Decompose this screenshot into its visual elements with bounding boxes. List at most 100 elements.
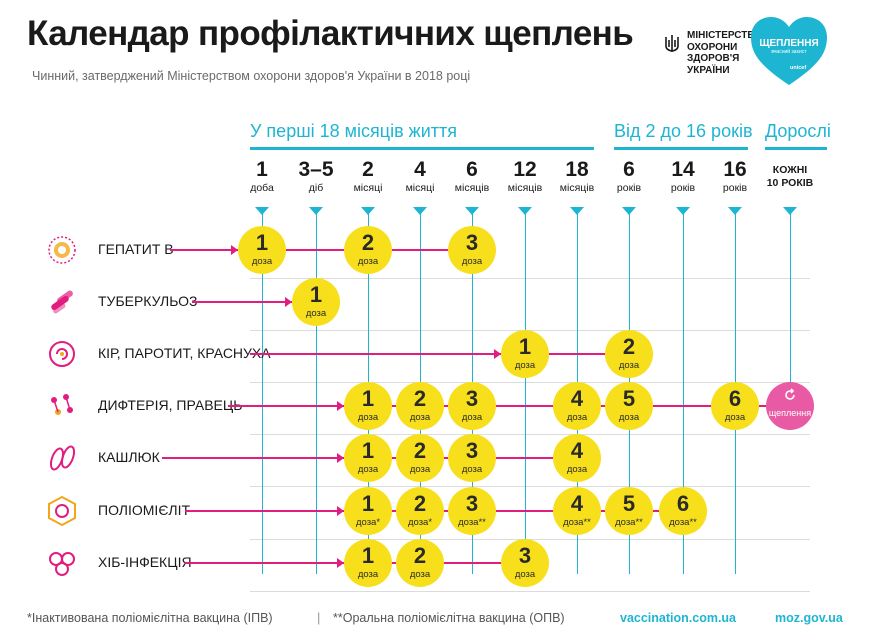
dose-label: доза — [344, 464, 392, 475]
dose-number: 2 — [413, 543, 427, 568]
dose-label: доза** — [448, 517, 496, 528]
dose-number: 1 — [518, 334, 532, 359]
dose-number: 6 — [728, 386, 742, 411]
diphtheria-tetanus-icon — [51, 394, 73, 415]
column-unit: років — [670, 182, 696, 194]
dose-circle: 3 доза — [501, 539, 549, 587]
column-number: 6 — [466, 158, 478, 181]
dose-label: доза — [448, 256, 496, 267]
column-number: 4 — [414, 158, 426, 181]
column-line — [525, 214, 526, 574]
footnote-opv: **Оральна поліомієлітна вакцина (ОПВ) — [333, 611, 565, 625]
column-header: КОЖНІ 10 РОКІВ — [755, 158, 825, 190]
dose-number: 1 — [361, 543, 375, 568]
link-vaccination[interactable]: vaccination.com.ua — [620, 611, 737, 625]
column-unit: доба — [250, 182, 274, 194]
column-unit: діб — [308, 182, 324, 194]
column-header: 14 років — [648, 158, 718, 195]
dose-label: доза — [605, 360, 653, 371]
column-marker-triangle — [309, 207, 323, 215]
column-header: 3–5 діб — [281, 158, 351, 195]
dose-vaccine-mark: ** — [583, 517, 591, 528]
dose-label: доза — [238, 256, 286, 267]
dose-circle: 1 доза — [292, 278, 340, 326]
column-number: 6 — [623, 158, 635, 181]
dose-label: доза — [448, 412, 496, 423]
group-line-adults — [765, 147, 827, 150]
dose-label: доза* — [396, 517, 444, 528]
dose-number: 1 — [255, 230, 269, 255]
dose-number: 1 — [361, 386, 375, 411]
grid-row-line — [250, 486, 810, 487]
dose-label: доза — [396, 412, 444, 423]
grid-row-line — [250, 591, 810, 592]
dose-label: доза — [344, 256, 392, 267]
dose-vaccine-mark: ** — [689, 517, 697, 528]
column-number: 12 — [513, 158, 537, 181]
grid-row-line — [250, 434, 810, 435]
dose-number: 1 — [309, 282, 323, 307]
dose-circle: 2 доза — [344, 226, 392, 274]
column-line — [790, 214, 791, 414]
dose-circle: 2 доза — [396, 382, 444, 430]
dose-word: доза — [615, 517, 636, 528]
dose-word: доза — [409, 412, 431, 423]
column-unit: років — [616, 182, 642, 194]
dose-circle: 1 доза — [501, 330, 549, 378]
column-marker-triangle — [361, 207, 375, 215]
dose-word: доза — [305, 308, 327, 319]
dose-number: 3 — [465, 230, 479, 255]
dose-number: 4 — [570, 491, 584, 516]
column-number: КОЖНІ — [772, 164, 808, 176]
column-number: 16 — [723, 158, 747, 181]
dose-word: доза — [409, 569, 431, 580]
disease-name: ТУБЕРКУЛЬОЗ — [98, 293, 198, 309]
grid-row-line — [250, 382, 810, 383]
dose-label: доза — [344, 569, 392, 580]
dose-word: доза — [407, 517, 429, 528]
column-unit: місяців — [507, 182, 543, 194]
footnote-separator: | — [317, 610, 321, 625]
adult-revaccination-circle: щеплення — [766, 382, 814, 430]
dose-circle: 1 доза — [344, 434, 392, 482]
dose-number: 5 — [622, 491, 636, 516]
column-header: 2 місяці — [333, 158, 403, 195]
column-marker-triangle — [518, 207, 532, 215]
dose-label: доза — [501, 360, 549, 371]
column-header: 4 місяці — [385, 158, 455, 195]
dose-label: доза — [344, 412, 392, 423]
column-number: 1 — [256, 158, 268, 181]
dose-number: 1 — [361, 491, 375, 516]
dose-number: 4 — [570, 438, 584, 463]
column-number: 2 — [362, 158, 374, 181]
dose-vaccine-mark: * — [376, 517, 381, 528]
group-label-adults: Дорослі — [765, 121, 831, 141]
dose-circle: 4 доза** — [553, 487, 601, 535]
measles-virus-icon — [49, 341, 75, 367]
dose-circle: 2 доза — [396, 539, 444, 587]
badge-text: ЩЕПЛЕННЯ вчасний захист — [749, 38, 829, 56]
dose-circle: 3 доза** — [448, 487, 496, 535]
dose-number: 2 — [413, 438, 427, 463]
disease-name: ДИФТЕРІЯ, ПРАВЕЦЬ — [98, 397, 243, 413]
dose-label: доза — [605, 412, 653, 423]
dose-number: 5 — [622, 386, 636, 411]
dose-circle: 3 доза — [448, 434, 496, 482]
group-label-infants: У перші 18 місяців життя — [250, 121, 457, 141]
dose-label: доза — [292, 308, 340, 319]
column-header: 6 років — [594, 158, 664, 195]
link-moz[interactable]: moz.gov.ua — [775, 611, 843, 625]
dose-circle: 2 доза — [605, 330, 653, 378]
dose-word: доза — [357, 569, 379, 580]
dose-number: 2 — [413, 386, 427, 411]
hib-bacteria-icon — [49, 552, 75, 576]
badge-title: ЩЕПЛЕННЯ — [759, 38, 819, 49]
dose-word: доза — [251, 256, 273, 267]
column-unit: місяці — [405, 182, 435, 194]
dose-label: доза — [448, 464, 496, 475]
dose-word: доза — [461, 256, 483, 267]
column-unit: років — [722, 182, 748, 194]
dose-word: доза — [618, 412, 640, 423]
dose-word: доза — [514, 569, 536, 580]
schedule-line — [170, 249, 448, 251]
